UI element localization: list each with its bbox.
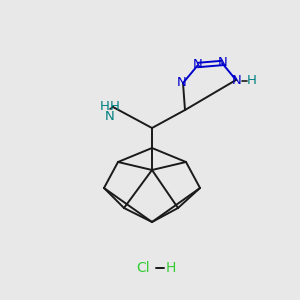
Text: N: N xyxy=(218,56,228,68)
Text: N: N xyxy=(232,74,242,86)
Text: N: N xyxy=(105,110,115,124)
Text: H: H xyxy=(100,100,110,112)
Text: Cl: Cl xyxy=(136,261,150,275)
Text: N: N xyxy=(193,58,203,70)
Text: N: N xyxy=(177,76,187,89)
Text: H: H xyxy=(166,261,176,275)
Text: H: H xyxy=(247,74,257,88)
Text: H: H xyxy=(110,100,120,112)
